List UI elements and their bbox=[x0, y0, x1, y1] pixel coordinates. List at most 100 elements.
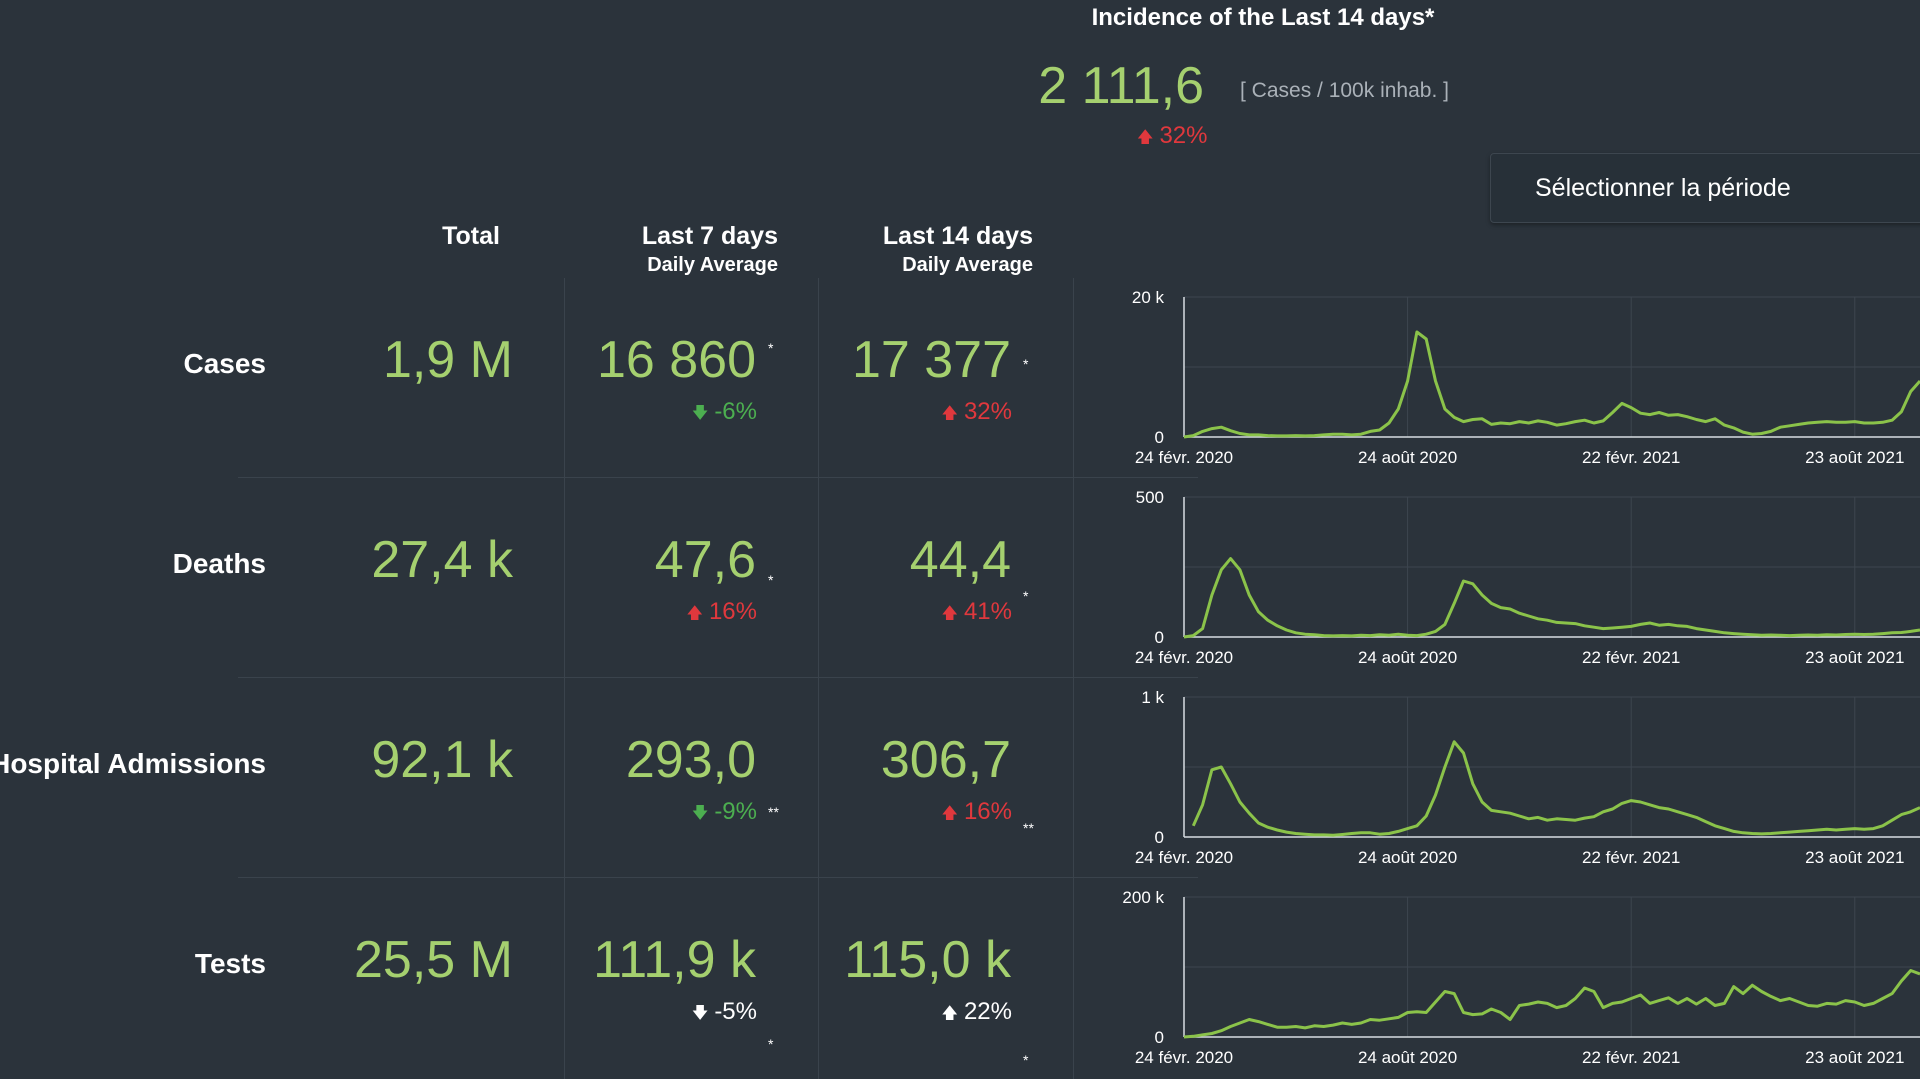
cases-last7-value: 16 860 bbox=[596, 331, 756, 389]
series-line bbox=[1191, 740, 1920, 837]
cases-chart: 20 k 0 24 févr. 2020 24 août 2020 22 févr. 2… bbox=[1120, 285, 1920, 475]
hospital-total: 92,1 k bbox=[371, 731, 513, 789]
y-tick-label: 500 bbox=[1136, 488, 1164, 507]
grid-divider bbox=[238, 677, 1198, 678]
deaths-last14-value: 44,4 bbox=[909, 531, 1011, 589]
x-tick-label: 23 août 2021 bbox=[1805, 1048, 1904, 1067]
y-tick-label: 1 k bbox=[1141, 688, 1164, 707]
arrow-up-icon: 🡅 bbox=[686, 605, 703, 622]
incidence-title: Incidence of the Last 14 days* bbox=[1091, 4, 1435, 31]
arrow-up-icon: 🡅 bbox=[941, 605, 958, 622]
deaths-last7-change-value: 16% bbox=[708, 598, 757, 625]
tests-chart-svg: 200 k 024 févr. 2020 24 août 2020 22 févr. … bbox=[1122, 888, 1920, 1067]
y-tick-label: 0 bbox=[1155, 628, 1164, 647]
deaths-last7-footnote: * bbox=[768, 572, 774, 588]
deaths-total: 27,4 k bbox=[371, 531, 513, 589]
cases-total: 1,9 M bbox=[382, 331, 513, 389]
series-line bbox=[1183, 330, 1920, 439]
x-tick-label: 24 août 2020 bbox=[1358, 848, 1457, 867]
incidence-value: 2 111,6 bbox=[1038, 57, 1204, 115]
series-line bbox=[1183, 557, 1920, 639]
tests-last14-change: 🡅 22% bbox=[942, 998, 1013, 1030]
arrow-up-icon: 🡅 bbox=[941, 405, 958, 422]
x-tick-label: 22 févr. 2021 bbox=[1582, 1048, 1680, 1067]
x-tick-label: 22 févr. 2021 bbox=[1582, 848, 1680, 867]
tests-last14-value: 115,0 k bbox=[844, 931, 1011, 989]
hospital-last7-value: 293,0 bbox=[625, 731, 756, 789]
row-label-cases: Cases bbox=[183, 348, 266, 379]
hospital-last7-footnote: ** bbox=[768, 804, 779, 820]
tests-last14-change-value: 22% bbox=[963, 998, 1012, 1025]
tests-last7-value: 111,9 k bbox=[593, 931, 756, 989]
column-subheader-last14: Daily Average bbox=[902, 254, 1033, 276]
cases-last14-value: 17 377 bbox=[851, 331, 1011, 389]
deaths-last14-footnote: * bbox=[1023, 588, 1029, 604]
arrow-down-icon: 🡇 bbox=[691, 805, 709, 822]
select-period-button[interactable]: Sélectionner la période bbox=[1490, 153, 1920, 223]
x-tick-label: 24 août 2020 bbox=[1358, 448, 1457, 467]
column-header-last14: Last 14 days bbox=[882, 222, 1033, 250]
column-subheader-last7: Daily Average bbox=[647, 254, 778, 276]
deaths-chart: 500 0 24 févr. 2020 24 août 2020 22 févr. 20… bbox=[1120, 485, 1920, 675]
y-tick-label: 0 bbox=[1155, 428, 1164, 447]
cases-last7-change: 🡇 -6% bbox=[692, 398, 757, 430]
incidence-change-value: 32% bbox=[1159, 122, 1208, 149]
hospital-last14-change-value: 16% bbox=[963, 798, 1012, 825]
series-line bbox=[1183, 969, 1920, 1039]
tests-last7-footnote: * bbox=[768, 1036, 774, 1052]
x-tick-label: 22 févr. 2021 bbox=[1582, 448, 1680, 467]
cases-last7-change-value: -6% bbox=[714, 398, 757, 425]
tests-last7-change: 🡇 -5% bbox=[692, 998, 757, 1030]
y-tick-label: 0 bbox=[1155, 828, 1164, 847]
cases-last14-footnote: * bbox=[1023, 356, 1029, 372]
hospital-last7-change-value: -9% bbox=[714, 798, 757, 825]
arrow-up-icon: 🡅 bbox=[941, 1005, 958, 1022]
tests-last14-footnote: * bbox=[1023, 1052, 1029, 1068]
row-label-hospital-admissions: Hospital Admissions bbox=[0, 748, 266, 779]
incidence-change: 🡅 32% bbox=[1137, 122, 1208, 154]
incidence-unit: [ Cases / 100k inhab. ] bbox=[1240, 79, 1449, 102]
deaths-last14-change: 🡅 41% bbox=[942, 598, 1013, 630]
x-tick-label: 24 févr. 2020 bbox=[1135, 1048, 1233, 1067]
hospital-chart-svg: 1 k 024 févr. 2020 24 août 2020 22 févr. 20… bbox=[1135, 688, 1920, 867]
grid-divider bbox=[238, 477, 1198, 478]
column-header-total: Total bbox=[442, 222, 500, 250]
deaths-chart-svg: 500 024 févr. 2020 24 août 2020 22 févr. 20… bbox=[1135, 488, 1920, 667]
y-tick-label: 200 k bbox=[1122, 888, 1164, 907]
x-tick-label: 23 août 2021 bbox=[1805, 448, 1904, 467]
row-label-deaths: Deaths bbox=[172, 548, 266, 579]
x-tick-label: 24 févr. 2020 bbox=[1135, 648, 1233, 667]
y-tick-label: 20 k bbox=[1132, 288, 1165, 307]
hospital-chart: 1 k 0 24 févr. 2020 24 août 2020 22 févr. 20… bbox=[1120, 685, 1920, 875]
x-tick-label: 24 févr. 2020 bbox=[1135, 448, 1233, 467]
grid-divider bbox=[818, 278, 819, 1079]
tests-chart: 200 k 0 24 févr. 2020 24 août 2020 22 févr. … bbox=[1120, 885, 1920, 1075]
hospital-last14-change: 🡅 16% bbox=[942, 798, 1013, 830]
cases-last14-change: 🡅 32% bbox=[942, 398, 1013, 430]
tests-last7-change-value: -5% bbox=[714, 998, 757, 1025]
grid-divider bbox=[238, 877, 1198, 878]
hospital-last14-footnote: ** bbox=[1023, 820, 1034, 836]
hospital-last7-change: 🡇 -9% bbox=[692, 798, 757, 830]
column-header-last7: Last 7 days bbox=[641, 222, 778, 250]
arrow-up-icon: 🡅 bbox=[941, 805, 958, 822]
deaths-last7-value: 47,6 bbox=[654, 531, 756, 589]
x-tick-label: 23 août 2021 bbox=[1805, 648, 1904, 667]
row-label-tests: Tests bbox=[194, 948, 266, 979]
x-tick-label: 24 févr. 2020 bbox=[1135, 848, 1233, 867]
cases-chart-svg: 20 k 024 févr. 2020 24 août 2020 22 févr. 2… bbox=[1132, 288, 1920, 467]
y-tick-label: 0 bbox=[1155, 1028, 1164, 1047]
select-period-label: Sélectionner la période bbox=[1535, 174, 1791, 202]
arrow-down-icon: 🡇 bbox=[691, 1005, 709, 1022]
cases-last14-change-value: 32% bbox=[963, 398, 1012, 425]
tests-total: 25,5 M bbox=[354, 931, 513, 989]
x-tick-label: 24 août 2020 bbox=[1358, 1048, 1457, 1067]
deaths-last7-change: 🡅 16% bbox=[687, 598, 758, 630]
grid-divider bbox=[564, 278, 565, 1079]
x-tick-label: 24 août 2020 bbox=[1358, 648, 1457, 667]
deaths-last14-change-value: 41% bbox=[963, 598, 1012, 625]
x-tick-label: 22 févr. 2021 bbox=[1582, 648, 1680, 667]
x-tick-label: 23 août 2021 bbox=[1805, 848, 1904, 867]
hospital-last14-value: 306,7 bbox=[880, 731, 1011, 789]
grid-divider bbox=[1073, 278, 1074, 1079]
